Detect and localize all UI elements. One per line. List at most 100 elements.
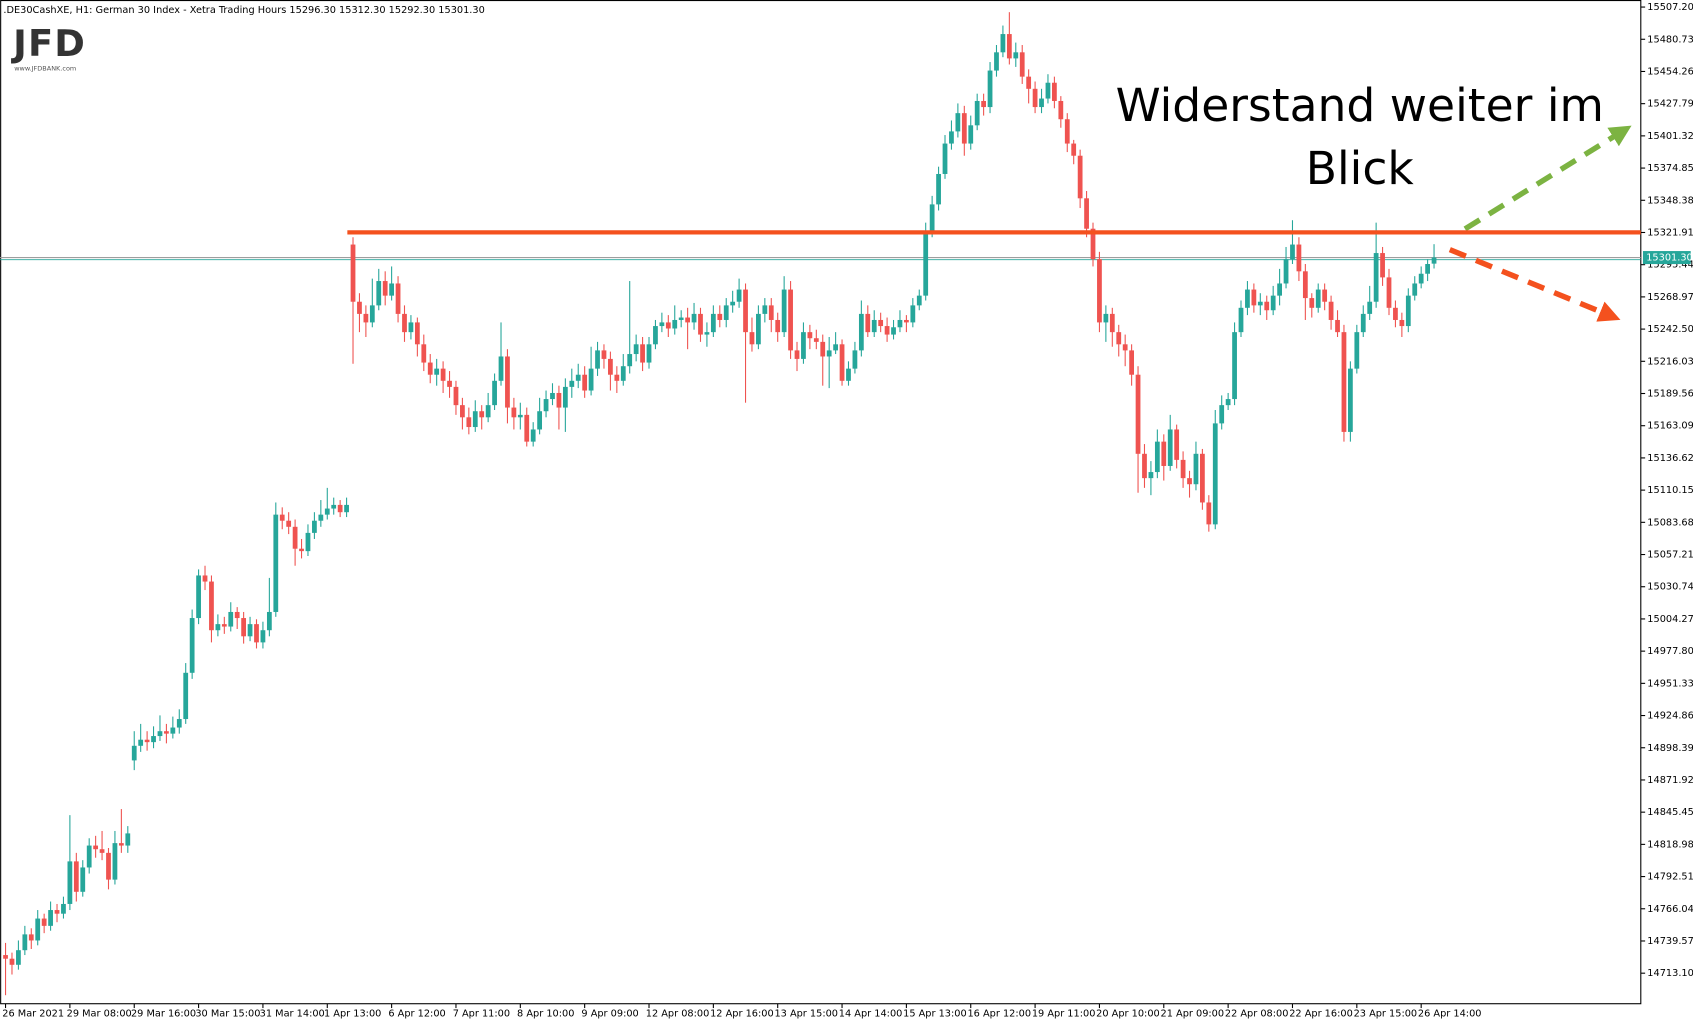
price-label-box bbox=[1642, 251, 1691, 265]
candle-body bbox=[614, 374, 620, 381]
candle-body bbox=[299, 548, 304, 552]
candle-body bbox=[48, 910, 53, 926]
y-tick-label: 15242.50 bbox=[1647, 324, 1693, 335]
x-tick-label: 31 Mar 14:00 bbox=[260, 1008, 325, 1019]
y-tick-label: 14924.86 bbox=[1647, 711, 1693, 722]
candle-body bbox=[511, 407, 517, 418]
candle-body bbox=[665, 322, 671, 329]
candle-body bbox=[54, 910, 60, 914]
candle-body bbox=[402, 313, 407, 333]
candle-body bbox=[1290, 244, 1295, 260]
candle-body bbox=[569, 380, 575, 387]
candle-body bbox=[653, 326, 658, 345]
candle-body bbox=[1200, 453, 1205, 503]
candle-body bbox=[460, 405, 465, 418]
candle-body bbox=[1264, 301, 1270, 311]
y-tick-label: 14713.10 bbox=[1647, 968, 1693, 979]
candle-body bbox=[331, 504, 337, 509]
candle-body bbox=[1026, 76, 1032, 89]
annotation: Widerstand weiter im bbox=[1116, 79, 1604, 132]
candle-body bbox=[157, 731, 163, 737]
candle-body bbox=[1084, 198, 1089, 229]
candle-body bbox=[1335, 319, 1340, 333]
y-tick-label: 15374.85 bbox=[1647, 163, 1693, 174]
x-tick-label: 26 Apr 14:00 bbox=[1418, 1008, 1482, 1019]
candle-body bbox=[801, 332, 806, 359]
arrow-up bbox=[1463, 125, 1632, 232]
candle-body bbox=[131, 745, 137, 761]
logo: JFD bbox=[10, 22, 86, 65]
candle-body bbox=[1393, 307, 1398, 320]
candle-body bbox=[865, 313, 871, 333]
candle-body bbox=[1193, 453, 1199, 485]
candle-body bbox=[987, 70, 993, 108]
candle-body bbox=[537, 411, 543, 430]
candle-body bbox=[685, 317, 691, 323]
candle-body bbox=[3, 955, 8, 959]
y-tick-label: 15321.91 bbox=[1647, 227, 1693, 238]
candle-body bbox=[1109, 313, 1115, 333]
candle-body bbox=[878, 319, 884, 327]
x-tick-label: 9 Apr 09:00 bbox=[581, 1008, 638, 1019]
candle-body bbox=[427, 362, 433, 375]
y-tick-label: 14845.45 bbox=[1647, 807, 1693, 818]
candle-body bbox=[479, 411, 485, 418]
candle-body bbox=[492, 380, 497, 406]
candle-body bbox=[678, 317, 684, 320]
candle-body bbox=[524, 414, 530, 442]
candle-body bbox=[1412, 283, 1418, 296]
y-tick-label: 14977.80 bbox=[1647, 646, 1693, 657]
y-tick-label: 14871.92 bbox=[1647, 775, 1693, 786]
candle-body bbox=[395, 283, 401, 314]
candle-body bbox=[1142, 453, 1147, 479]
candle-body bbox=[1431, 257, 1437, 264]
candle-body bbox=[846, 368, 851, 381]
candle-body bbox=[350, 244, 356, 302]
price-label: 15301.30 bbox=[1646, 253, 1693, 264]
candle-body bbox=[749, 332, 755, 345]
candle-body bbox=[974, 100, 980, 126]
candle-body bbox=[781, 289, 787, 333]
y-tick-label: 15454.26 bbox=[1647, 66, 1693, 77]
candle-body bbox=[357, 301, 362, 314]
candle-body bbox=[421, 344, 427, 363]
candle-body bbox=[550, 392, 555, 400]
y-tick-label: 15268.97 bbox=[1647, 292, 1693, 303]
candle-body bbox=[672, 319, 678, 329]
candle-body bbox=[209, 581, 214, 631]
candle-body bbox=[601, 350, 607, 359]
candle-body bbox=[1129, 350, 1134, 375]
y-tick-label: 15480.73 bbox=[1647, 34, 1693, 45]
candle-body bbox=[1405, 295, 1411, 327]
candle-body bbox=[408, 322, 414, 333]
candle-body bbox=[1367, 301, 1373, 314]
candle-body bbox=[9, 958, 15, 965]
candle-body bbox=[86, 845, 92, 868]
candle-body bbox=[1245, 289, 1250, 308]
annotation: Blick bbox=[1306, 142, 1415, 195]
candle-body bbox=[1045, 82, 1051, 99]
x-tick-label: 12 Apr 16:00 bbox=[710, 1008, 774, 1019]
candle-body bbox=[1257, 301, 1263, 306]
candle-body bbox=[453, 386, 459, 406]
x-tick-label: 22 Apr 08:00 bbox=[1225, 1008, 1289, 1019]
candle-body bbox=[743, 289, 748, 333]
candle-body bbox=[151, 736, 156, 743]
candle-body bbox=[215, 624, 221, 631]
y-tick-label: 15401.32 bbox=[1647, 131, 1693, 142]
candle-body bbox=[16, 950, 21, 965]
candle-body bbox=[756, 313, 761, 345]
candle-body bbox=[813, 338, 819, 342]
candle-body bbox=[723, 305, 729, 320]
candle-body bbox=[67, 861, 73, 904]
candle-body bbox=[659, 322, 665, 327]
x-tick-label: 15 Apr 13:00 bbox=[903, 1008, 967, 1019]
candle-body bbox=[710, 313, 716, 333]
candle-body bbox=[961, 113, 967, 144]
candle-body bbox=[382, 281, 388, 296]
candle-body bbox=[99, 849, 105, 853]
candle-body bbox=[904, 319, 909, 323]
candle-body bbox=[1328, 301, 1334, 320]
candle-body bbox=[1302, 271, 1308, 299]
x-tick-label: 26 Mar 2021 bbox=[2, 1008, 64, 1019]
